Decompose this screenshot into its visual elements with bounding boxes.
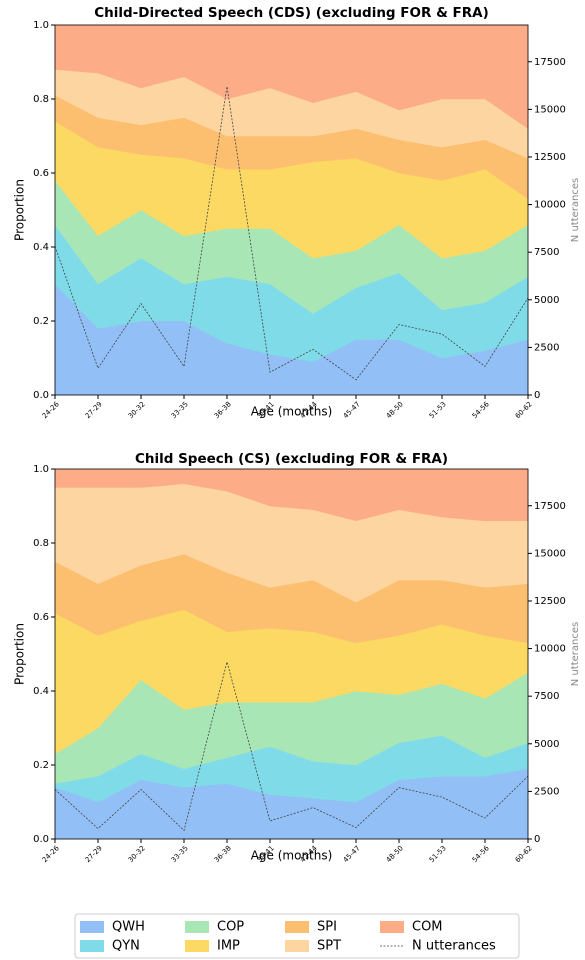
plot-frame [54, 24, 529, 396]
y2-axis-label: N utterances [570, 178, 581, 242]
legend-label: QYN [112, 939, 140, 954]
legend-label: N utterances [412, 939, 496, 954]
n-utterances-line [54, 86, 529, 381]
legend-label: COM [412, 920, 443, 935]
y2-tick-label: 7500 [534, 691, 559, 702]
x-tick-label: 24-26 [41, 844, 61, 864]
y2-tick-label: 2500 [534, 342, 559, 353]
y-tick-label: 0.4 [33, 686, 49, 697]
x-tick-label: 36-38 [213, 400, 233, 420]
x-tick-label: 36-38 [213, 844, 233, 864]
y2-tick-label: 15000 [534, 104, 566, 115]
chart-title: Child-Directed Speech (CDS) (excluding F… [94, 5, 489, 21]
y-tick-label: 0.2 [33, 760, 49, 771]
x-tick-label: 48-50 [385, 400, 405, 420]
y2-tick-label: 17500 [534, 501, 566, 512]
x-axis-label: Age (months) [251, 405, 333, 419]
x-tick-label: 54-56 [471, 400, 491, 420]
y2-tick-label: 0 [534, 834, 540, 845]
y-tick-label: 0.4 [33, 242, 49, 253]
x-tick-label: 51-53 [428, 400, 448, 420]
y-tick-label: 1.0 [33, 464, 49, 475]
chart-title: Child Speech (CS) (excluding FOR & FRA) [135, 451, 448, 467]
y-tick-label: 0.2 [33, 316, 49, 327]
y2-tick-label: 15000 [534, 548, 566, 559]
x-tick-label: 45-47 [342, 844, 362, 864]
legend-swatch [380, 921, 404, 933]
legend-label: SPT [317, 939, 341, 954]
x-tick-label: 33-35 [170, 844, 190, 864]
y-tick-label: 0.8 [33, 538, 49, 549]
y2-tick-label: 2500 [534, 786, 559, 797]
legend-swatch [80, 940, 104, 952]
y2-tick-label: 12500 [534, 152, 566, 163]
y-tick-label: 0.0 [33, 390, 49, 401]
y-tick-label: 1.0 [33, 20, 49, 31]
y2-tick-label: 5000 [534, 739, 559, 750]
x-tick-label: 24-26 [41, 400, 61, 420]
x-tick-label: 27-29 [84, 400, 104, 420]
x-tick-label: 30-32 [127, 400, 147, 420]
plot-frame [54, 468, 529, 840]
n-utterances-line [54, 660, 529, 832]
legend-label: QWH [112, 920, 145, 935]
x-tick-label: 33-35 [170, 400, 190, 420]
legend-swatch [185, 921, 209, 933]
legend-swatch [285, 921, 309, 933]
y-axis-label: Proportion [13, 179, 27, 241]
y2-tick-label: 17500 [534, 57, 566, 68]
x-tick-label: 48-50 [385, 844, 405, 864]
x-tick-label: 27-29 [84, 844, 104, 864]
x-tick-label: 51-53 [428, 844, 448, 864]
y-tick-label: 0.6 [33, 168, 49, 179]
y2-tick-label: 10000 [534, 200, 566, 211]
y2-tick-label: 12500 [534, 596, 566, 607]
y2-axis-label: N utterances [570, 622, 581, 686]
legend-label: COP [217, 920, 244, 935]
x-tick-label: 60-62 [514, 400, 534, 420]
x-tick-label: 45-47 [342, 400, 362, 420]
y2-tick-label: 7500 [534, 247, 559, 258]
y2-tick-label: 0 [534, 390, 540, 401]
y-axis-label: Proportion [13, 623, 27, 685]
x-axis-label: Age (months) [251, 849, 333, 863]
y-tick-label: 0.6 [33, 612, 49, 623]
x-tick-label: 60-62 [514, 844, 534, 864]
y-tick-label: 0.0 [33, 834, 49, 845]
legend-label: SPI [317, 920, 337, 935]
y2-tick-label: 10000 [534, 644, 566, 655]
legend-swatch [80, 921, 104, 933]
legend-label: IMP [217, 939, 240, 954]
x-tick-label: 54-56 [471, 844, 491, 864]
x-tick-label: 30-32 [127, 844, 147, 864]
y-tick-label: 0.8 [33, 94, 49, 105]
legend-swatch [285, 940, 309, 952]
y2-tick-label: 5000 [534, 295, 559, 306]
legend-swatch [185, 940, 209, 952]
